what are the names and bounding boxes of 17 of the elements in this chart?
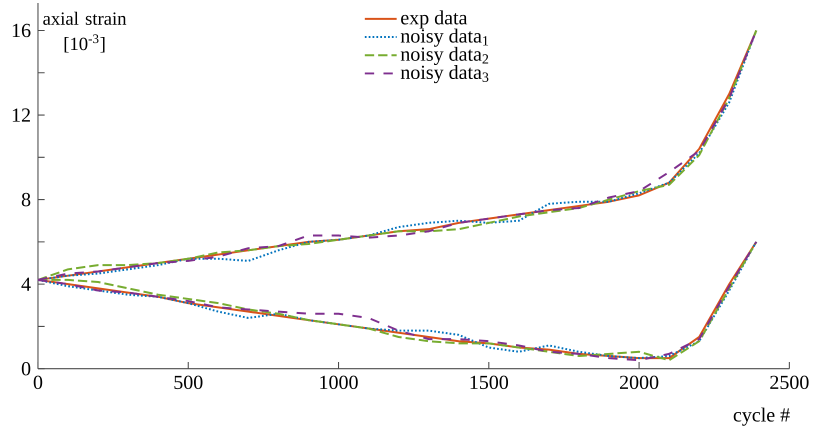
y-tick-label: 12 — [12, 108, 30, 122]
x-tick-label: 0 — [34, 376, 42, 390]
y-tick-label: 16 — [12, 24, 30, 38]
x-tick-label: 2500 — [770, 376, 809, 390]
x-tick-label: 2000 — [620, 376, 658, 390]
legend-label: noisy data$_{2}$ — [400, 47, 488, 66]
legend-label: exp data — [401, 10, 468, 29]
x-tick-label: 1000 — [320, 376, 358, 390]
legend-label: noisy data$_{1}$ — [400, 28, 488, 47]
x-tick-label: 1500 — [470, 376, 508, 390]
y-tick-label: 4 — [21, 278, 31, 291]
y-axis-title: axial strain [10$^{-3}$] — [43, 12, 126, 53]
y-tick-label: 8 — [22, 193, 30, 206]
x-tick-label: 500 — [174, 376, 202, 390]
x-axis-title: cycle # — [734, 408, 790, 426]
y-tick-label: 0 — [22, 362, 30, 376]
legend-label: noisy data$_{3}$ — [400, 65, 488, 84]
